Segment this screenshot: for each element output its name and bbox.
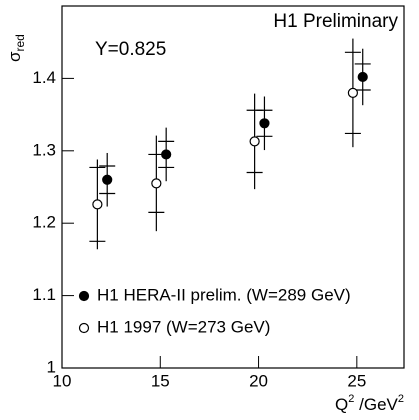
legend-marker [78,290,90,302]
y-tick-label: 1.1 [32,285,56,304]
x-label-part: 2 [398,393,404,405]
data-point [357,71,368,83]
y-label-symbol: σ [5,51,24,62]
y-label-sub: red [13,34,27,51]
data-point [92,199,103,210]
y-tick-label: 1.2 [32,213,56,232]
data-point [347,87,358,98]
x-tick-label: 25 [347,371,366,390]
x-tick-label: 15 [151,371,170,390]
plot-frame [61,5,405,369]
annotation: Y=0.825 [95,39,166,60]
y-tick-label: 1 [47,357,56,376]
x-label-part: Q [335,395,348,414]
y-tick-label: 1.4 [32,68,56,87]
legend-marker [78,322,90,334]
data-point [151,178,162,189]
data-point [259,118,270,129]
x-label-part: /GeV [354,395,398,414]
x-label-part: 2 [348,393,354,405]
data-point [102,174,113,185]
x-tick-label: 10 [53,371,72,390]
legend-label: H1 1997 (W=273 GeV) [97,317,270,336]
x-tick-label: 20 [249,371,268,390]
x-axis-label: Q2 /GeV2 [335,393,404,415]
legend-label: H1 HERA-II prelim. (W=289 GeV) [97,285,351,304]
annotation: H1 Preliminary [273,11,398,32]
y-axis-label: σred [5,34,27,62]
data-point [249,136,260,147]
y-tick-label: 1.3 [32,140,56,159]
